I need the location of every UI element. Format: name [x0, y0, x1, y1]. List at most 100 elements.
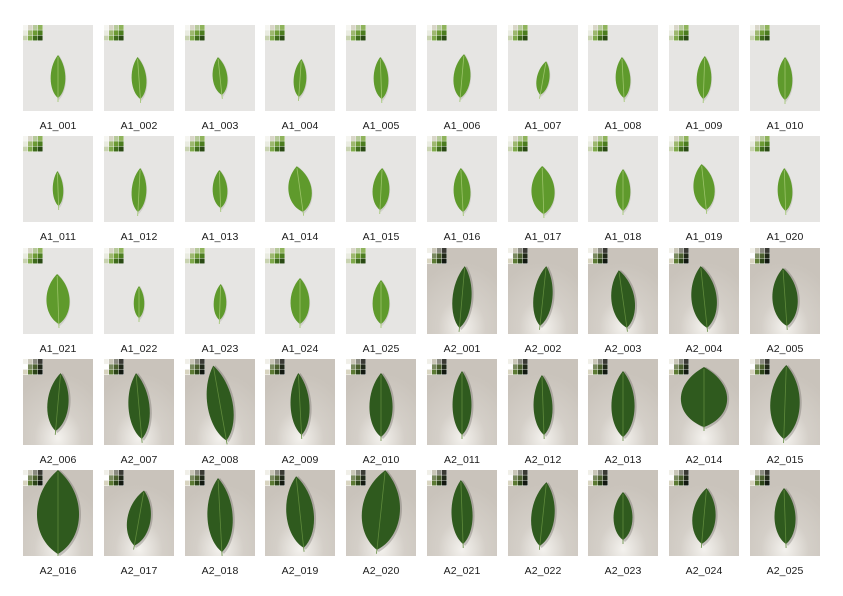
leaf-thumbnail[interactable]: A2_005 — [750, 248, 820, 355]
color-calibration-card — [104, 248, 124, 264]
leaf-photo — [588, 248, 658, 334]
leaf-photo — [427, 248, 497, 334]
leaf-photo — [669, 470, 739, 556]
color-calibration-card — [588, 359, 608, 375]
leaf-thumbnail[interactable]: A2_023 — [588, 470, 658, 577]
leaf-thumbnail[interactable]: A1_010 — [750, 25, 820, 132]
thumbnail-label: A2_021 — [443, 565, 481, 577]
leaf-photo — [669, 359, 739, 445]
color-calibration-card — [104, 470, 124, 486]
leaf-thumbnail[interactable]: A1_013 — [185, 136, 255, 243]
color-calibration-card — [346, 470, 366, 486]
leaf-thumbnail[interactable]: A2_013 — [588, 359, 658, 466]
leaf-photo — [588, 470, 658, 556]
leaf-thumbnail[interactable]: A2_014 — [669, 359, 739, 466]
leaf-photo — [508, 25, 578, 111]
leaf-thumbnail[interactable]: A1_021 — [23, 248, 93, 355]
thumbnail-label: A1_014 — [281, 231, 319, 243]
thumbnail-label: A1_021 — [39, 343, 77, 355]
leaf-thumbnail[interactable]: A1_009 — [669, 25, 739, 132]
leaf-thumbnail[interactable]: A2_021 — [427, 470, 497, 577]
leaf-thumbnail[interactable]: A2_006 — [23, 359, 93, 466]
color-calibration-card — [23, 25, 43, 41]
color-calibration-card — [508, 359, 528, 375]
leaf-photo — [265, 25, 335, 111]
leaf-thumbnail[interactable]: A2_019 — [265, 470, 335, 577]
leaf-photo — [23, 248, 93, 334]
leaf-thumbnail[interactable]: A2_017 — [104, 470, 174, 577]
leaf-thumbnail[interactable]: A1_012 — [104, 136, 174, 243]
color-calibration-card — [265, 359, 285, 375]
thumbnail-label: A2_005 — [766, 343, 804, 355]
leaf-thumbnail[interactable]: A1_006 — [427, 25, 497, 132]
leaf-photo — [185, 359, 255, 445]
leaf-thumbnail[interactable]: A2_012 — [508, 359, 578, 466]
leaf-thumbnail[interactable]: A1_003 — [185, 25, 255, 132]
leaf-thumbnail[interactable]: A2_002 — [508, 248, 578, 355]
leaf-thumbnail[interactable]: A1_019 — [669, 136, 739, 243]
leaf-thumbnail[interactable]: A2_004 — [669, 248, 739, 355]
leaf-thumbnail[interactable]: A1_016 — [427, 136, 497, 243]
leaf-thumbnail[interactable]: A2_011 — [427, 359, 497, 466]
leaf-thumbnail[interactable]: A1_001 — [23, 25, 93, 132]
leaf-thumbnail[interactable]: A1_023 — [185, 248, 255, 355]
color-calibration-card — [588, 136, 608, 152]
color-calibration-card — [427, 359, 447, 375]
leaf-thumbnail[interactable]: A1_018 — [588, 136, 658, 243]
leaf-photo — [185, 470, 255, 556]
color-calibration-card — [104, 25, 124, 41]
leaf-thumbnail[interactable]: A2_001 — [427, 248, 497, 355]
leaf-thumbnail[interactable]: A1_004 — [265, 25, 335, 132]
leaf-thumbnail[interactable]: A1_025 — [346, 248, 416, 355]
leaf-thumbnail[interactable]: A2_009 — [265, 359, 335, 466]
thumbnail-label: A2_024 — [685, 565, 723, 577]
leaf-thumbnail[interactable]: A1_014 — [265, 136, 335, 243]
leaf-photo — [427, 470, 497, 556]
leaf-thumbnail[interactable]: A2_022 — [508, 470, 578, 577]
leaf-thumbnail[interactable]: A1_017 — [508, 136, 578, 243]
leaf-photo — [23, 136, 93, 222]
leaf-thumbnail[interactable]: A2_020 — [346, 470, 416, 577]
leaf-thumbnail[interactable]: A1_007 — [508, 25, 578, 132]
leaf-thumbnail[interactable]: A1_005 — [346, 25, 416, 132]
thumbnail-label: A1_018 — [604, 231, 642, 243]
leaf-thumbnail[interactable]: A1_011 — [23, 136, 93, 243]
thumbnail-label: A1_012 — [120, 231, 158, 243]
leaf-thumbnail[interactable]: A1_020 — [750, 136, 820, 243]
color-calibration-card — [588, 248, 608, 264]
leaf-thumbnail[interactable]: A2_024 — [669, 470, 739, 577]
leaf-thumbnail[interactable]: A2_003 — [588, 248, 658, 355]
color-calibration-card — [750, 25, 770, 41]
leaf-photo — [104, 25, 174, 111]
leaf-photo — [104, 136, 174, 222]
thumbnail-label: A1_009 — [685, 120, 723, 132]
leaf-thumbnail[interactable]: A1_024 — [265, 248, 335, 355]
leaf-thumbnail[interactable]: A2_018 — [185, 470, 255, 577]
thumbnail-label: A2_019 — [281, 565, 319, 577]
leaf-photo — [265, 470, 335, 556]
leaf-thumbnail[interactable]: A2_025 — [750, 470, 820, 577]
leaf-thumbnail[interactable]: A2_007 — [104, 359, 174, 466]
leaf-thumbnail[interactable]: A1_008 — [588, 25, 658, 132]
leaf-photo — [588, 359, 658, 445]
leaf-thumbnail[interactable]: A2_010 — [346, 359, 416, 466]
color-calibration-card — [427, 248, 447, 264]
leaf-thumbnail[interactable]: A2_015 — [750, 359, 820, 466]
leaf-photo — [104, 470, 174, 556]
color-calibration-card — [669, 248, 689, 264]
color-calibration-card — [104, 136, 124, 152]
leaf-photo — [265, 359, 335, 445]
color-calibration-card — [23, 136, 43, 152]
color-calibration-card — [185, 25, 205, 41]
leaf-thumbnail[interactable]: A2_016 — [23, 470, 93, 577]
leaf-photo — [346, 25, 416, 111]
leaf-thumbnail[interactable]: A2_008 — [185, 359, 255, 466]
leaf-photo — [104, 248, 174, 334]
leaf-photo — [669, 248, 739, 334]
thumbnail-label: A2_004 — [685, 343, 723, 355]
thumbnail-label: A2_025 — [766, 565, 804, 577]
leaf-thumbnail[interactable]: A1_002 — [104, 25, 174, 132]
leaf-thumbnail[interactable]: A1_022 — [104, 248, 174, 355]
leaf-thumbnail[interactable]: A1_015 — [346, 136, 416, 243]
